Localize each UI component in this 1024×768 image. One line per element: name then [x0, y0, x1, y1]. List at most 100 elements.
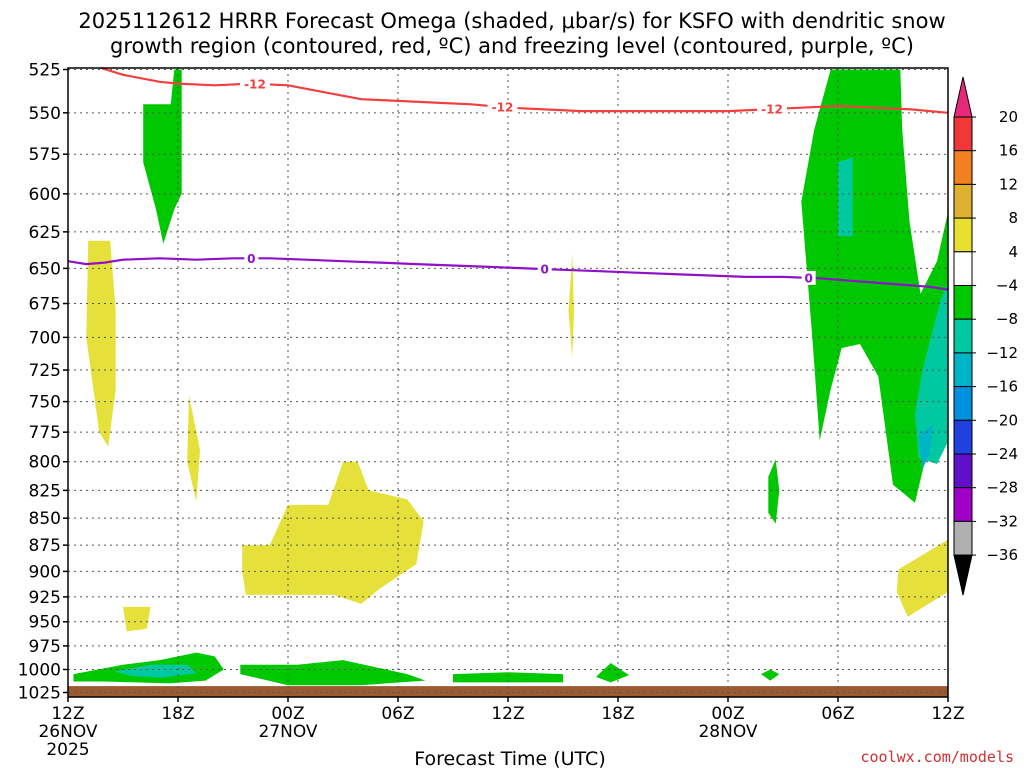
omega-region-neg12-17 [918, 423, 934, 470]
y-tick-label-800: 800 [29, 453, 61, 473]
contour-zero-label-2: 0 [804, 271, 812, 285]
x-tick-date-2: 27NOV [258, 722, 317, 742]
contour-zero-label-1: 0 [540, 263, 548, 277]
contour-minus12-label-bg-1 [487, 100, 518, 115]
y-tick-label-725: 725 [29, 361, 61, 381]
contour-minus12-label-1: -12 [492, 101, 514, 115]
credit-text: coolwx.com/models [860, 748, 1014, 766]
terrain-fill [68, 686, 948, 697]
chart-title-line1: 2025112612 HRRR Forecast Omega (shaded, … [78, 9, 945, 33]
colorbar-label-5: −4 [996, 277, 1018, 295]
omega-region-neg4-8 [240, 660, 426, 686]
contour-minus12-label-bg-2 [757, 102, 787, 117]
omega-region-4-3 [242, 461, 424, 604]
x-tick-label-0: 12Z [51, 704, 84, 724]
contour-minus12-label-2: -12 [761, 103, 783, 117]
omega-region-4-1 [187, 395, 200, 502]
y-tick-label-900: 900 [29, 562, 61, 582]
y-tick-label-925: 925 [29, 588, 61, 608]
omega-region-neg8-16 [113, 664, 197, 678]
colorbar-box-8 [953, 386, 973, 421]
colorbar-box-9 [953, 419, 973, 455]
y-tick-label-525: 525 [29, 61, 61, 81]
x-tick-label-6: 00Z [711, 704, 744, 724]
colorbar-box-4 [953, 251, 973, 287]
y-tick-label-575: 575 [29, 145, 61, 165]
colorbar-label-4: 4 [1008, 243, 1018, 261]
axes: 525 550 575 600 625 650 675 700 725 750 775 800 825 8… [18, 61, 965, 761]
colorbar-bottom-arrow [953, 554, 973, 596]
x-axis-label: Forecast Time (UTC) [414, 748, 605, 768]
x-tick-label-1: 18Z [161, 704, 194, 724]
y-tick-label-775: 775 [29, 423, 61, 443]
contour-minus12-label-bg-0 [240, 76, 270, 91]
colorbar-box-2 [953, 183, 973, 219]
y-tick-label-975: 975 [29, 637, 61, 657]
omega-region-neg4-10 [596, 663, 629, 683]
colorbar-box-0 [953, 116, 973, 152]
colorbar-box-12 [953, 520, 973, 556]
omega-region-4-0 [86, 240, 116, 447]
colorbar-label-12: −32 [986, 512, 1018, 530]
omega-region-neg8-14 [838, 157, 853, 237]
colorbar-label-3: 8 [1008, 209, 1018, 227]
omega-shading [73, 69, 948, 686]
contour-minus12-label-0: -12 [244, 77, 266, 91]
y-tick-label-750: 750 [29, 393, 61, 413]
y-tick-label-675: 675 [29, 295, 61, 315]
colorbar-label-2: 12 [999, 175, 1018, 193]
contour-zero-label-0: 0 [247, 252, 255, 266]
y-tick-label-850: 850 [29, 509, 61, 529]
contour-zero-label-bg-1 [537, 262, 552, 277]
colorbar-label-6: −8 [996, 310, 1018, 328]
colorbar-label-8: −16 [986, 378, 1018, 396]
omega-region-neg8-15 [915, 282, 948, 464]
colorbar-top-arrow [953, 76, 973, 118]
colorbar-box-1 [953, 150, 973, 185]
colorbar-box-10 [953, 453, 973, 489]
grid-lines [67, 68, 949, 697]
colorbar-box-3 [953, 217, 973, 253]
omega-region-neg4-6 [143, 69, 182, 244]
y-tick-label-950: 950 [29, 613, 61, 633]
omega-region-4-4 [568, 253, 574, 358]
y-tick-label-875: 875 [29, 536, 61, 556]
omega-region-neg4-9 [453, 672, 563, 683]
y-tick-label-825: 825 [29, 481, 61, 501]
y-tick-label-1025: 1025 [18, 683, 61, 703]
omega-region-4-2 [123, 606, 151, 632]
y-tick-label-700: 700 [29, 328, 61, 348]
contour-zero-label-bg-0 [244, 251, 259, 266]
omega-region-neg4-11 [761, 669, 780, 681]
colorbar-box-7 [953, 352, 973, 388]
contour-minus12-line [100, 66, 949, 114]
terrain-band [68, 686, 948, 697]
colorbar-label-11: −28 [986, 479, 1018, 497]
colorbar-box-5 [953, 285, 973, 320]
x-tick-label-4: 12Z [491, 704, 524, 724]
contours: -12 -12 -12 0 0 0 [67, 66, 949, 291]
x-tick-date-6: 28NOV [698, 722, 757, 742]
y-tick-label-650: 650 [29, 259, 61, 279]
x-tick-year-0: 2025 [46, 740, 89, 760]
y-tick-label-1000: 1000 [18, 661, 61, 681]
colorbar-box-6 [953, 318, 973, 354]
y-tick-label-600: 600 [29, 185, 61, 205]
colorbar-label-1: 16 [999, 142, 1018, 160]
y-tick-label-550: 550 [29, 104, 61, 124]
x-tick-label-3: 06Z [381, 704, 414, 724]
colorbar-label-9: −20 [986, 411, 1018, 429]
x-tick-label-2: 00Z [271, 704, 304, 724]
x-tick-date-0: 26NOV [38, 722, 97, 742]
colorbar-label-13: −36 [986, 546, 1018, 564]
x-tick-label-7: 06Z [821, 704, 854, 724]
colorbar-box-11 [953, 487, 973, 522]
x-tick-label-5: 18Z [601, 704, 634, 724]
colorbar-label-7: −12 [986, 344, 1018, 362]
omega-region-neg4-12 [768, 459, 780, 524]
contour-zero-label-bg-2 [801, 270, 816, 285]
x-tick-label-8: 12Z [931, 704, 964, 724]
chart-title-line2: growth region (contoured, red, ºC) and f… [110, 34, 914, 58]
y-tick-label-625: 625 [29, 223, 61, 243]
